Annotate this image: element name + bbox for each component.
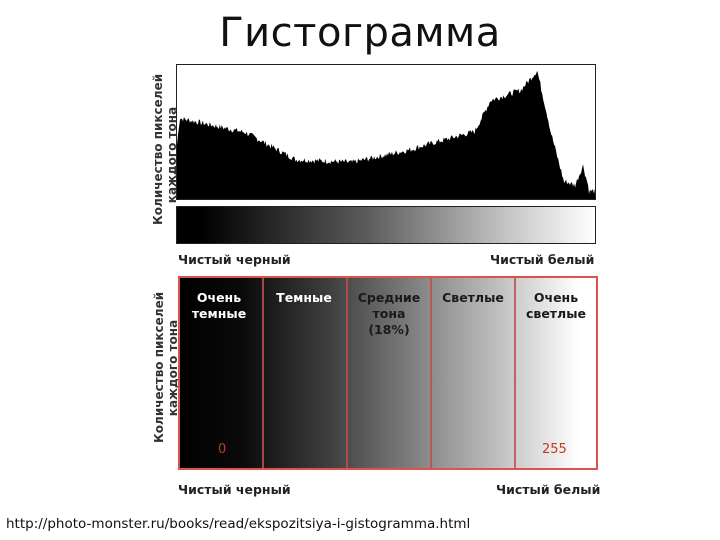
value-max-label: 255 (542, 442, 567, 457)
histogram-graph (176, 64, 596, 200)
zones-y-axis-label-line1: Количество пикселей (152, 291, 166, 443)
page-title: Гистограмма (219, 10, 501, 56)
zone-light-line1: Светлые (442, 290, 504, 305)
histogram-left-caption: Чистый черный (178, 252, 291, 267)
histogram-silhouette (177, 70, 595, 199)
tone-zones-panel: Очень темные Темные Средние тона (18%) С… (178, 276, 598, 470)
zones-right-caption: Чистый белый (496, 482, 601, 497)
value-min-label: 0 (218, 442, 227, 457)
zone-midtones-label: Средние тона (18%) (348, 290, 430, 338)
zone-divider (262, 278, 264, 468)
histogram-right-caption: Чистый белый (490, 252, 595, 267)
source-url-text: http://photo-monster.ru/books/read/ekspo… (6, 516, 471, 532)
zone-midtones-line1: Средние (357, 290, 421, 305)
zone-very-dark-line2: темные (191, 306, 247, 321)
zone-very-light-label: Очень светлые (516, 290, 596, 322)
zone-divider (514, 278, 516, 468)
zone-dark-line1: Темные (276, 290, 332, 305)
zone-very-dark-line1: Очень (196, 290, 242, 305)
zone-light-label: Светлые (432, 290, 514, 306)
zones-left-caption: Чистый черный (178, 482, 291, 497)
zone-very-light-line2: светлые (526, 306, 586, 321)
zone-midtones-line3: (18%) (368, 322, 410, 337)
tone-gradient-bar (176, 206, 596, 244)
zone-divider (430, 278, 432, 468)
zone-very-dark-label: Очень темные (180, 290, 258, 322)
zone-midtones-line2: тона (372, 306, 406, 321)
zone-very-light-line1: Очень (533, 290, 579, 305)
zone-divider (346, 278, 348, 468)
zone-dark-label: Темные (264, 290, 344, 306)
histogram-y-axis-label-line1: Количество пикселей (151, 73, 165, 225)
